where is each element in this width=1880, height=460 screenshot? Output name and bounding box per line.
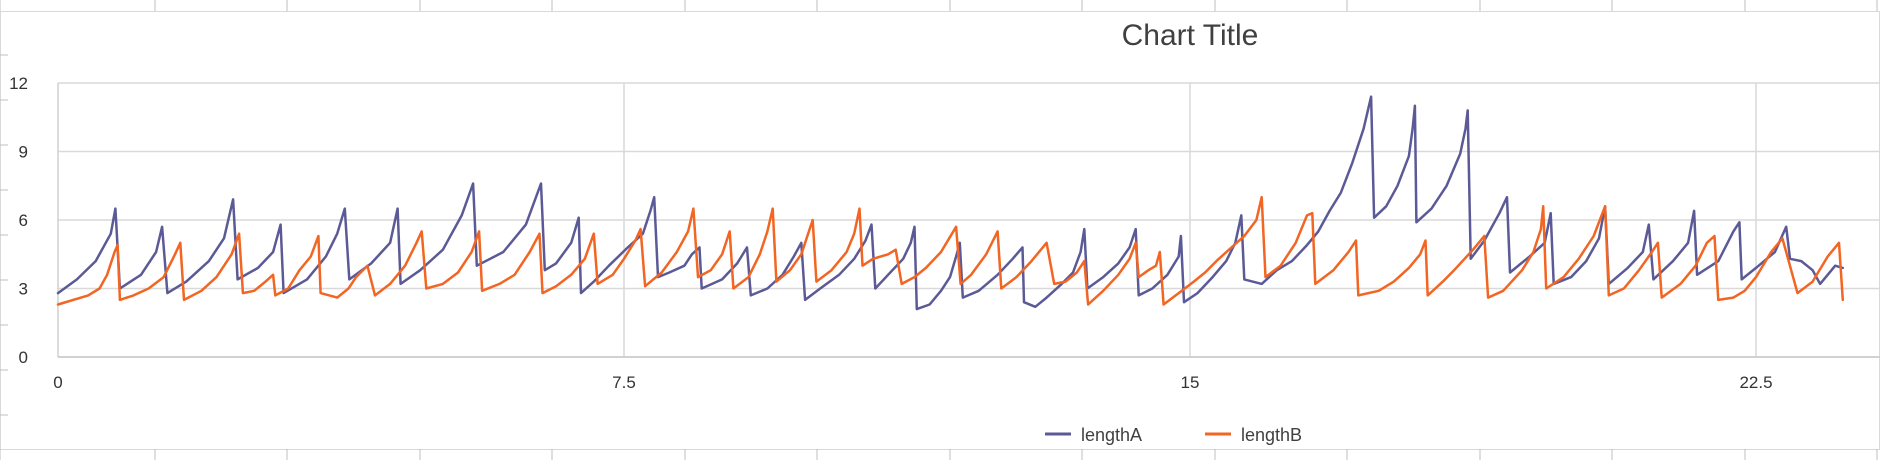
y-tick-label: 0 bbox=[19, 348, 28, 367]
y-tick-label: 12 bbox=[9, 74, 28, 93]
legend: lengthA lengthB bbox=[1045, 425, 1302, 445]
axes bbox=[57, 83, 1880, 358]
y-tick-label: 6 bbox=[19, 211, 28, 230]
chart-title: Chart Title bbox=[1122, 19, 1259, 52]
vertical-gridlines bbox=[623, 83, 1757, 357]
x-tick-label: 22.5 bbox=[1739, 373, 1772, 392]
legend-label-lengthB: lengthB bbox=[1241, 425, 1302, 445]
legend-label-lengthA: lengthA bbox=[1081, 425, 1142, 445]
series-line-lengthA bbox=[56, 95, 1845, 311]
x-tick-label: 0 bbox=[53, 373, 62, 392]
x-tick-label: 15 bbox=[1181, 373, 1200, 392]
x-axis-tick-labels: 0 7.5 15 22.5 bbox=[53, 373, 1772, 392]
x-tick-label: 7.5 bbox=[612, 373, 636, 392]
y-tick-label: 3 bbox=[19, 280, 28, 299]
series-lines bbox=[56, 95, 1845, 311]
y-tick-label: 9 bbox=[19, 143, 28, 162]
y-axis-tick-labels: 0 3 6 9 12 bbox=[9, 74, 28, 367]
series-line-lengthB bbox=[56, 195, 1845, 306]
